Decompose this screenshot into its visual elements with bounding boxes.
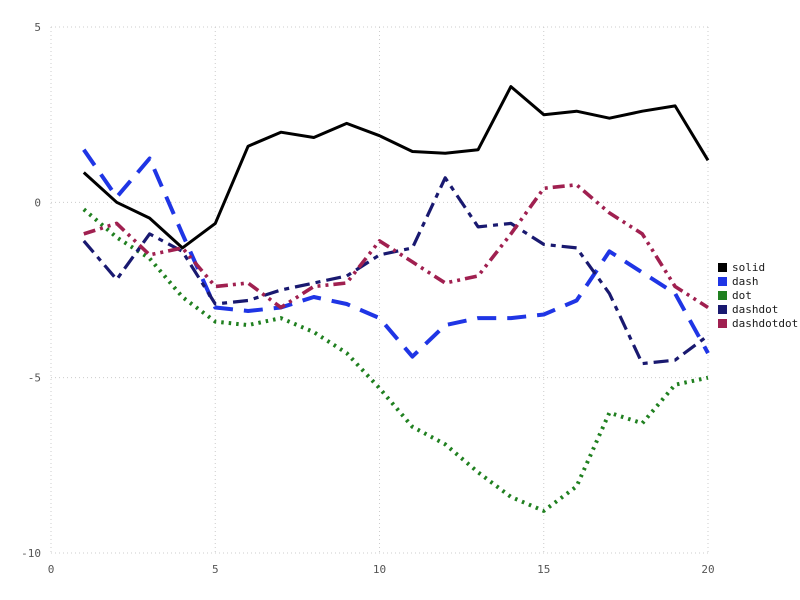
- series-line-dashdot: [82, 176, 709, 366]
- legend-label-dashdotdot: dashdotdot: [732, 317, 799, 330]
- series-line-solid: [82, 85, 710, 250]
- series-line-dash: [82, 148, 710, 359]
- legend-swatch-solid: [718, 263, 727, 272]
- legend-swatch-dashdotdot: [718, 319, 727, 328]
- legend-item-dash: dash: [718, 276, 798, 287]
- legend-swatch-dash: [718, 277, 727, 286]
- series-line-dashdotdot: [83, 183, 709, 310]
- y-tick-label: -10: [21, 547, 41, 560]
- legend-swatch-dot: [718, 291, 727, 300]
- y-tick-label: 0: [34, 196, 41, 209]
- y-tick-label: -5: [28, 372, 41, 385]
- legend-item-solid: solid: [718, 262, 798, 273]
- legend-item-dashdotdot: dashdotdot: [718, 318, 798, 329]
- legend-label-dot: dot: [732, 289, 752, 302]
- legend: solid dash dot dashdot dashdotdot: [718, 262, 798, 329]
- legend-label-dashdot: dashdot: [732, 303, 779, 316]
- x-tick-label: 15: [537, 563, 550, 576]
- legend-label-solid: solid: [732, 261, 766, 274]
- legend-item-dashdot: dashdot: [718, 304, 798, 315]
- y-tick-label: 5: [34, 21, 41, 34]
- legend-item-dot: dot: [718, 290, 798, 301]
- x-tick-label: 0: [48, 563, 55, 576]
- legend-label-dash: dash: [732, 275, 759, 288]
- x-tick-label: 5: [212, 563, 219, 576]
- legend-swatch-dashdot: [718, 305, 727, 314]
- x-tick-label: 20: [701, 563, 714, 576]
- x-tick-label: 10: [373, 563, 386, 576]
